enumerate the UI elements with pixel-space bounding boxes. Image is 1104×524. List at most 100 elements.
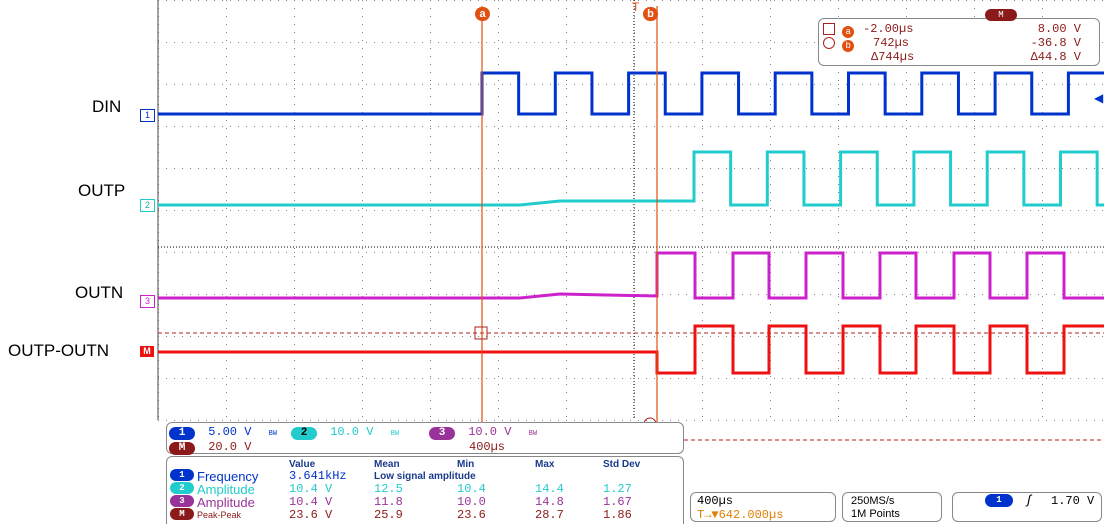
grid-dot — [398, 84, 399, 85]
ch3-setting[interactable]: 3 10.0 V BW — [429, 425, 537, 440]
grid-dot — [294, 420, 295, 421]
ch2-setting[interactable]: 2 10.0 V BW — [291, 425, 399, 440]
readout-menu-tag[interactable]: M — [985, 9, 1017, 21]
grid-dot — [1086, 294, 1087, 295]
grid-dot — [502, 126, 503, 127]
grid-dot — [498, 192, 499, 193]
measurement-row[interactable]: 2 Amplitude 10.4 V 12.5 10.4 14.4 1.27 — [167, 482, 683, 497]
grid-dot — [1102, 294, 1103, 295]
grid-dot — [270, 252, 271, 253]
grid-dot — [294, 280, 295, 281]
grid-dot — [942, 126, 943, 127]
grid-dot — [174, 42, 175, 43]
grid-dot — [226, 48, 227, 49]
grid-dot — [770, 248, 771, 249]
grid-dot — [498, 184, 499, 185]
grid-dot — [310, 294, 311, 295]
grid-dot — [710, 252, 711, 253]
grid-dot — [318, 168, 319, 169]
grid-dot — [406, 126, 407, 127]
grid-dot — [1078, 126, 1079, 127]
grid-dot — [246, 0, 247, 1]
grid-dot — [566, 296, 567, 297]
grid-dot — [622, 336, 623, 337]
grid-dot — [702, 16, 703, 17]
grid-dot — [294, 416, 295, 417]
grid-dot — [206, 378, 207, 379]
grid-dot — [798, 84, 799, 85]
measurement-name: Peak-Peak — [197, 510, 242, 520]
grid-dot — [542, 0, 543, 1]
grid-dot — [1006, 210, 1007, 211]
grid-dot — [770, 416, 771, 417]
grid-dot — [1046, 210, 1047, 211]
grid-dot — [502, 0, 503, 1]
measurement-row[interactable]: 1 Frequency 3.641kHz Low signal amplitude — [167, 469, 683, 484]
grid-dot — [206, 0, 207, 1]
grid-dot — [1062, 84, 1063, 85]
ch1-setting[interactable]: 1 5.00 V BW — [169, 425, 277, 440]
grid-dot — [606, 378, 607, 379]
cursor-a-tag[interactable]: a — [475, 7, 490, 21]
grid-dot — [518, 210, 519, 211]
grid-dot — [662, 294, 663, 295]
grid-dot — [226, 88, 227, 89]
grid-dot — [226, 360, 227, 361]
ch1-ground-marker[interactable]: 1 — [140, 109, 155, 122]
grid-dot — [590, 210, 591, 211]
grid-dot — [342, 210, 343, 211]
grid-dot — [702, 320, 703, 321]
grid-dot — [350, 168, 351, 169]
grid-dot — [454, 252, 455, 253]
grid-dot — [182, 294, 183, 295]
grid-dot — [286, 210, 287, 211]
grid-dot — [1062, 378, 1063, 379]
grid-dot — [302, 168, 303, 169]
grid-dot — [1014, 252, 1015, 253]
grid-dot — [950, 252, 951, 253]
grid-dot — [598, 378, 599, 379]
grid-dot — [454, 420, 455, 421]
grid-dot — [1046, 294, 1047, 295]
grid-dot — [926, 126, 927, 127]
math-setting[interactable]: M 20.0 V — [169, 440, 251, 455]
measurement-row[interactable]: M Peak-Peak 23.6 V 25.9 23.6 28.7 1.86 — [167, 508, 683, 522]
grid-dot — [758, 126, 759, 127]
measurement-max: 14.4 — [535, 482, 564, 496]
ch3-ground-marker[interactable]: 3 — [140, 295, 155, 308]
grid-dot — [770, 320, 771, 321]
grid-dot — [430, 160, 431, 161]
grid-dot — [566, 88, 567, 89]
grid-dot — [362, 160, 363, 161]
grid-dot — [498, 48, 499, 49]
grid-dot — [550, 168, 551, 169]
grid-dot — [294, 96, 295, 97]
grid-dot — [358, 42, 359, 43]
grid-dot — [326, 420, 327, 421]
trigger-panel[interactable]: 1 ʃ 1.70 V — [952, 492, 1102, 522]
ch2-ground-marker[interactable]: 2 — [140, 199, 155, 212]
grid-dot — [906, 312, 907, 313]
grid-dot — [510, 84, 511, 85]
grid-dot — [374, 168, 375, 169]
grid-dot — [382, 0, 383, 1]
grid-dot — [430, 168, 431, 169]
measurement-row[interactable]: 3 Amplitude 10.4 V 11.8 10.0 14.8 1.67 — [167, 495, 683, 510]
grid-dot — [414, 378, 415, 379]
math-ground-marker[interactable]: M — [140, 346, 154, 357]
grid-dot — [906, 8, 907, 9]
cursor-b-tag[interactable]: b — [643, 7, 658, 21]
grid-dot — [634, 416, 635, 417]
grid-dot — [974, 152, 975, 153]
grid-dot — [742, 168, 743, 169]
grid-dot — [998, 378, 999, 379]
grid-dot — [238, 210, 239, 211]
grid-dot — [254, 420, 255, 421]
timebase-panel[interactable]: 400µs T→▼642.000µs — [690, 492, 836, 522]
acquisition-panel[interactable]: 250MS/s 1M Points — [842, 492, 942, 522]
grid-dot — [438, 252, 439, 253]
grid-dot — [862, 0, 863, 1]
grid-dot — [582, 210, 583, 211]
grid-dot — [1102, 168, 1103, 169]
grid-dot — [494, 126, 495, 127]
